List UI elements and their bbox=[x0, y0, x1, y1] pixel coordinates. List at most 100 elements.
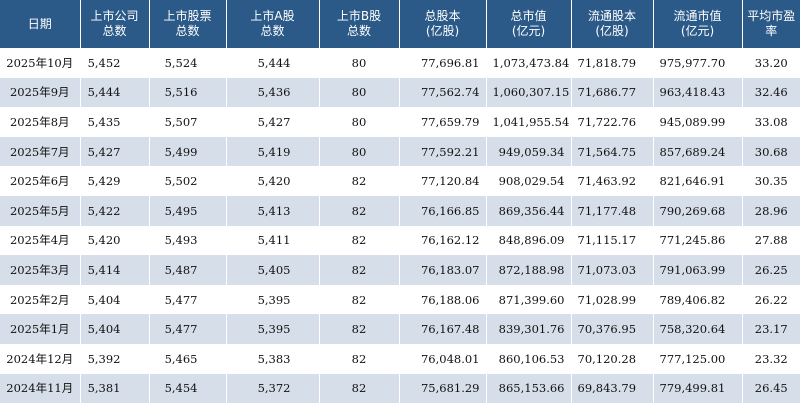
cell-float-shares: 70,376.95 bbox=[571, 314, 654, 344]
cell-listed-stocks: 5,524 bbox=[149, 48, 227, 78]
cell-avg-pe: 26.25 bbox=[742, 255, 800, 285]
cell-total-market-cap: 848,896.09 bbox=[486, 225, 572, 256]
table-row: 2025年1月 5,404 5,477 5,395 82 76,167.48 839,301… bbox=[0, 314, 800, 344]
cell-listed-companies: 5,452 bbox=[80, 48, 150, 78]
cell-listed-companies: 5,429 bbox=[80, 166, 150, 196]
cell-float-shares: 71,028.99 bbox=[571, 284, 654, 315]
cell-b-shares: 80 bbox=[319, 77, 400, 108]
header-row: 日期 上市公司 总数 上市股票 总数 上市A股 总数 上市B股 总数 总股本 (亿股) 总市… bbox=[0, 0, 800, 48]
cell-total-market-cap: 871,399.60 bbox=[486, 284, 572, 315]
cell-avg-pe: 23.17 bbox=[742, 314, 800, 344]
header-total-market-cap: 总市值 (亿元) bbox=[486, 0, 572, 48]
cell-listed-stocks: 5,495 bbox=[149, 195, 227, 226]
cell-total-market-cap: 1,073,473.84 bbox=[486, 48, 572, 78]
cell-b-shares: 82 bbox=[319, 166, 400, 196]
cell-b-shares: 80 bbox=[319, 107, 400, 137]
cell-listed-stocks: 5,516 bbox=[149, 77, 227, 108]
cell-total-market-cap: 1,060,307.15 bbox=[486, 77, 572, 108]
cell-avg-pe: 32.46 bbox=[742, 77, 800, 108]
cell-date: 2025年6月 bbox=[0, 166, 81, 196]
cell-b-shares: 82 bbox=[319, 284, 400, 315]
cell-listed-stocks: 5,502 bbox=[149, 166, 227, 196]
cell-float-shares: 71,686.77 bbox=[571, 77, 654, 108]
cell-total-market-cap: 869,356.44 bbox=[486, 195, 572, 226]
cell-listed-companies: 5,392 bbox=[80, 343, 150, 374]
cell-listed-companies: 5,404 bbox=[80, 314, 150, 344]
cell-b-shares: 80 bbox=[319, 48, 400, 78]
cell-a-shares: 5,395 bbox=[226, 314, 320, 344]
cell-total-shares: 76,048.01 bbox=[399, 343, 487, 374]
cell-float-market-cap: 975,977.70 bbox=[653, 48, 743, 78]
cell-total-shares: 77,562.74 bbox=[399, 77, 487, 108]
cell-a-shares: 5,372 bbox=[226, 373, 320, 404]
table-row: 2025年2月 5,404 5,477 5,395 82 76,188.06 871,399… bbox=[0, 284, 800, 315]
cell-total-market-cap: 860,106.53 bbox=[486, 343, 572, 374]
cell-a-shares: 5,419 bbox=[226, 136, 320, 167]
cell-avg-pe: 27.88 bbox=[742, 225, 800, 256]
header-avg-pe: 平均市盈率 bbox=[742, 0, 800, 48]
cell-a-shares: 5,413 bbox=[226, 195, 320, 226]
cell-date: 2024年11月 bbox=[0, 373, 81, 404]
cell-a-shares: 5,427 bbox=[226, 107, 320, 137]
cell-float-shares: 71,115.17 bbox=[571, 225, 654, 256]
table-row: 2025年4月 5,420 5,493 5,411 82 76,162.12 848,896… bbox=[0, 225, 800, 256]
cell-date: 2025年7月 bbox=[0, 136, 81, 167]
header-total-shares: 总股本 (亿股) bbox=[399, 0, 487, 48]
cell-total-market-cap: 865,153.66 bbox=[486, 373, 572, 404]
cell-float-market-cap: 791,063.99 bbox=[653, 255, 743, 285]
cell-float-market-cap: 777,125.00 bbox=[653, 343, 743, 374]
cell-date: 2025年2月 bbox=[0, 284, 81, 315]
header-float-market-cap: 流通市值 (亿元) bbox=[653, 0, 743, 48]
header-b-shares: 上市B股 总数 bbox=[319, 0, 400, 48]
cell-avg-pe: 33.08 bbox=[742, 107, 800, 137]
cell-avg-pe: 28.96 bbox=[742, 195, 800, 226]
cell-avg-pe: 30.35 bbox=[742, 166, 800, 196]
cell-float-market-cap: 963,418.43 bbox=[653, 77, 743, 108]
cell-total-shares: 77,592.21 bbox=[399, 136, 487, 167]
cell-avg-pe: 33.20 bbox=[742, 48, 800, 78]
cell-total-shares: 77,120.84 bbox=[399, 166, 487, 196]
cell-listed-companies: 5,420 bbox=[80, 225, 150, 256]
cell-float-market-cap: 779,499.81 bbox=[653, 373, 743, 404]
cell-listed-stocks: 5,499 bbox=[149, 136, 227, 167]
cell-float-shares: 71,818.79 bbox=[571, 48, 654, 78]
cell-b-shares: 82 bbox=[319, 255, 400, 285]
cell-float-market-cap: 771,245.86 bbox=[653, 225, 743, 256]
cell-total-shares: 76,166.85 bbox=[399, 195, 487, 226]
cell-date: 2024年12月 bbox=[0, 343, 81, 374]
cell-float-market-cap: 758,320.64 bbox=[653, 314, 743, 344]
cell-float-shares: 69,843.79 bbox=[571, 373, 654, 404]
table-row: 2025年3月 5,414 5,487 5,405 82 76,183.07 872,188… bbox=[0, 255, 800, 285]
cell-float-market-cap: 821,646.91 bbox=[653, 166, 743, 196]
cell-date: 2025年10月 bbox=[0, 48, 81, 78]
table-row: 2025年7月 5,427 5,499 5,419 80 77,592.21 949,059… bbox=[0, 136, 800, 167]
cell-total-shares: 77,659.79 bbox=[399, 107, 487, 137]
header-float-shares: 流通股本 (亿股) bbox=[571, 0, 654, 48]
cell-a-shares: 5,383 bbox=[226, 343, 320, 374]
cell-listed-companies: 5,444 bbox=[80, 77, 150, 108]
table-row: 2024年11月 5,381 5,454 5,372 82 75,681.29 865,15… bbox=[0, 373, 800, 404]
cell-a-shares: 5,420 bbox=[226, 166, 320, 196]
cell-date: 2025年1月 bbox=[0, 314, 81, 344]
cell-float-shares: 70,120.28 bbox=[571, 343, 654, 374]
cell-total-shares: 75,681.29 bbox=[399, 373, 487, 404]
cell-a-shares: 5,405 bbox=[226, 255, 320, 285]
cell-float-shares: 71,722.76 bbox=[571, 107, 654, 137]
cell-float-shares: 71,073.03 bbox=[571, 255, 654, 285]
cell-total-market-cap: 908,029.54 bbox=[486, 166, 572, 196]
cell-total-market-cap: 949,059.34 bbox=[486, 136, 572, 167]
cell-total-market-cap: 1,041,955.54 bbox=[486, 107, 572, 137]
cell-b-shares: 82 bbox=[319, 195, 400, 226]
cell-float-market-cap: 857,689.24 bbox=[653, 136, 743, 167]
cell-a-shares: 5,444 bbox=[226, 48, 320, 78]
cell-float-market-cap: 790,269.68 bbox=[653, 195, 743, 226]
header-listed-companies: 上市公司 总数 bbox=[80, 0, 150, 48]
table-row: 2024年12月 5,392 5,465 5,383 82 76,048.01 860,10… bbox=[0, 343, 800, 374]
cell-total-shares: 76,188.06 bbox=[399, 284, 487, 315]
cell-listed-stocks: 5,507 bbox=[149, 107, 227, 137]
cell-b-shares: 82 bbox=[319, 314, 400, 344]
table-row: 2025年5月 5,422 5,495 5,413 82 76,166.85 869,356… bbox=[0, 195, 800, 226]
cell-avg-pe: 30.68 bbox=[742, 136, 800, 167]
cell-b-shares: 80 bbox=[319, 136, 400, 167]
